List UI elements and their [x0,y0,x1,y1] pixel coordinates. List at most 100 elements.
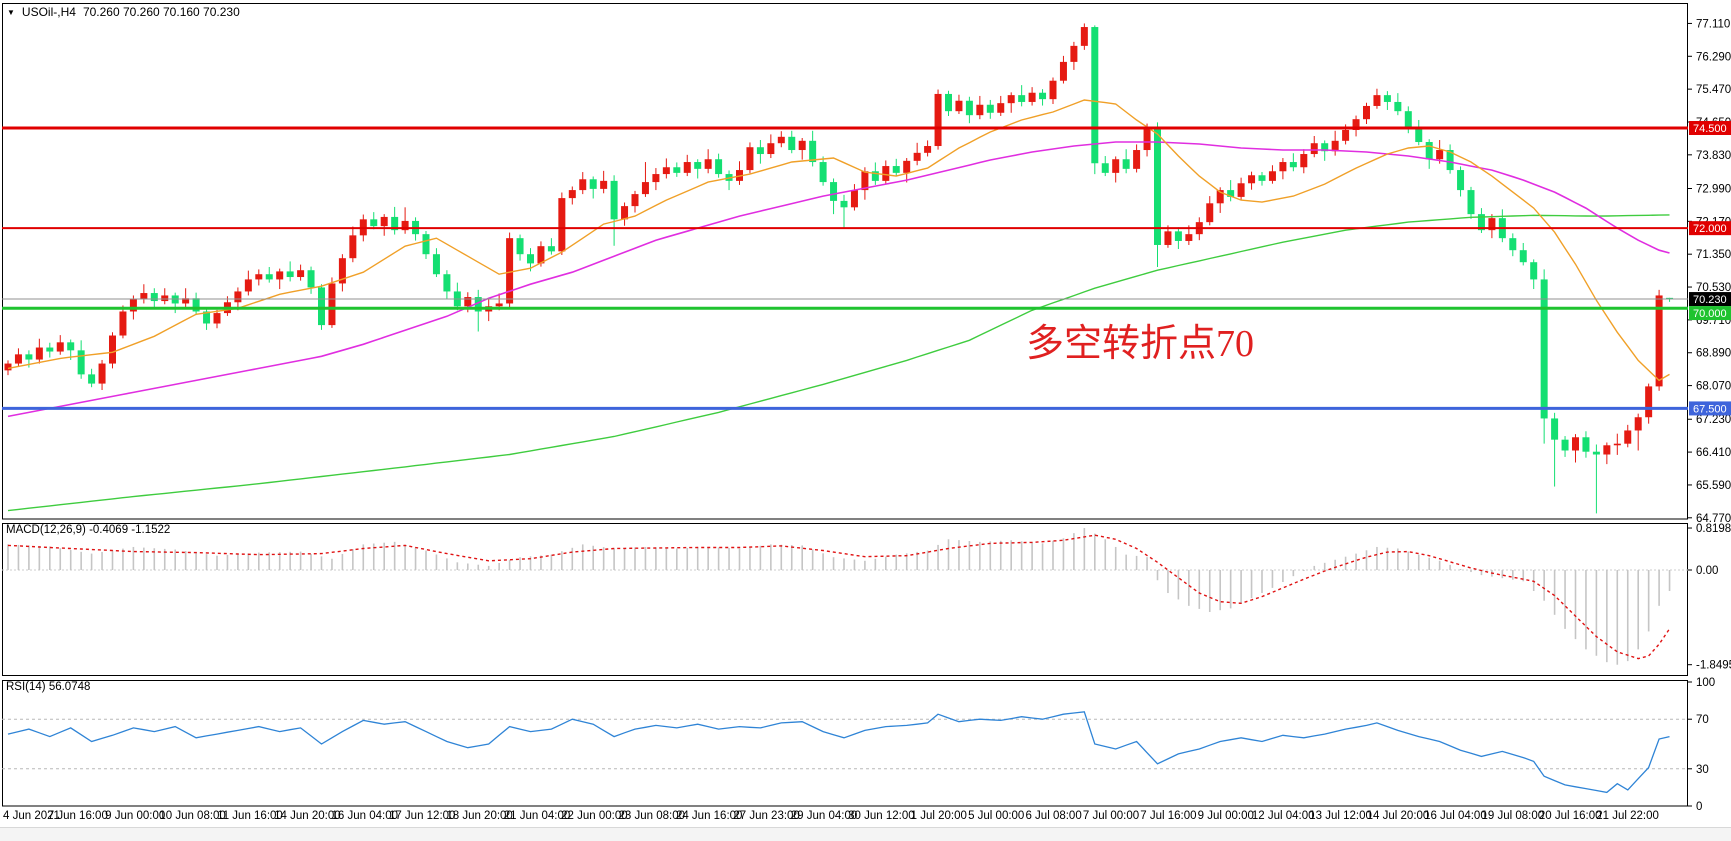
time-axis-label[interactable]: 30 Jun 12:00 [848,810,915,822]
time-axis-label[interactable]: 1 Jul 20:00 [911,810,967,822]
price-axis-label[interactable]: 75.470 [1696,84,1731,96]
candle-bull [621,206,629,220]
time-axis-label[interactable]: 5 Jul 00:00 [968,810,1024,822]
candle-bull [4,363,12,371]
price-axis-label[interactable]: 72.990 [1696,183,1731,195]
price-axis-label[interactable]: 68.070 [1696,381,1731,393]
time-axis-label[interactable]: 14 Jun 20:00 [274,810,341,822]
time-axis-label[interactable]: 20 Jul 16:00 [1539,810,1602,822]
candle-bull [119,311,127,336]
candle-bull [704,159,712,169]
macd-axis-label[interactable]: 0.00 [1696,565,1718,577]
time-axis-label[interactable]: 17 Jun 12:00 [389,810,456,822]
time-axis-label[interactable]: 4 Jun 2021 [3,810,60,822]
rsi-axis-label[interactable]: 70 [1696,714,1709,726]
time-axis-label[interactable]: 9 Jun 00:00 [105,810,165,822]
candle-bull [1248,175,1256,184]
price-tag-label: 70.230 [1693,294,1727,306]
candle-bull [495,303,503,307]
candle-bull [161,295,169,302]
macd-axis-label[interactable]: -1.8495 [1696,660,1731,672]
time-axis-label[interactable]: 11 Jun 16:00 [217,810,283,822]
price-axis-label[interactable]: 64.770 [1696,513,1731,525]
time-axis-label[interactable]: 23 Jun 08:00 [619,810,686,822]
candle-bear [203,311,211,324]
price-tag [1689,292,1731,307]
candle-bear [1446,150,1454,171]
candle-bull [1164,231,1172,245]
time-axis-label[interactable]: 29 Jun 04:00 [791,810,858,822]
candle-bear [422,234,430,255]
candle-bull [976,104,984,116]
price-axis-label[interactable]: 70.530 [1696,282,1731,294]
time-axis-label[interactable]: 10 Jun 08:00 [159,810,226,822]
rsi-axis-label[interactable]: 0 [1696,801,1702,813]
candle-bull [1237,183,1245,197]
ohlc-readout: 70.260 70.260 70.160 70.230 [82,5,240,19]
rsi-line [7,711,1670,794]
price-axis-label[interactable]: 76.290 [1696,51,1731,63]
candle-bull [568,190,576,199]
candle-bear [673,167,681,173]
time-axis-label[interactable]: 19 Jul 08:00 [1481,810,1544,822]
macd-axis-label[interactable]: 0.8198 [1696,523,1731,535]
price-tag-label: 67.500 [1693,403,1727,415]
price-axis-label[interactable]: 73.830 [1696,150,1731,162]
time-axis-label[interactable]: 16 Jul 04:00 [1424,810,1487,822]
candle-bull [631,194,639,207]
time-axis-label[interactable]: 21 Jun 04:00 [504,810,571,822]
candle-bear [370,219,378,227]
rsi-axis-label[interactable]: 100 [1696,677,1715,689]
candle-bull [955,100,963,112]
candle-bull [464,297,472,307]
candle-bear [1227,190,1235,197]
time-axis-label[interactable]: 14 Jul 20:00 [1367,810,1430,822]
price-axis-label[interactable]: 77.110 [1696,18,1730,30]
time-axis-label[interactable]: 24 Jun 16:00 [676,810,743,822]
time-axis-label[interactable]: 7 Jul 00:00 [1083,810,1139,822]
time-axis-label[interactable]: 9 Jul 00:00 [1198,810,1254,822]
time-axis-label[interactable]: 13 Jul 12:00 [1309,810,1372,822]
chart-annotation[interactable]: 多空转折点70 [1026,323,1255,365]
symbol-dropdown-icon[interactable]: ▼ [7,7,15,17]
candle-bear [1018,95,1026,102]
candle-bull [903,160,911,173]
candle-bear [1321,143,1329,152]
price-axis-label[interactable]: 66.410 [1696,447,1731,459]
candle-bear [474,297,482,312]
time-axis-label[interactable]: 27 Jun 23:00 [733,810,800,822]
price-axis-label[interactable]: 68.890 [1696,348,1731,360]
candle-bull [1070,45,1078,62]
candle-bull [1059,61,1067,81]
price-axis-label[interactable]: 71.350 [1696,249,1731,261]
time-axis-label[interactable]: 7 Jun 16:00 [48,810,108,822]
symbol-timeframe-label: USOil-,H4 [21,5,76,19]
price-tag [1689,221,1731,236]
price-axis-label[interactable]: 67.230 [1696,414,1731,426]
price-axis-label[interactable]: 65.590 [1696,480,1731,492]
candle-bear [1530,262,1538,280]
candle-bear [892,166,900,173]
time-axis-label[interactable]: 16 Jun 04:00 [332,810,399,822]
macd-panel-frame [2,523,1688,676]
candle-bull [1342,129,1350,141]
rsi-axis-label[interactable]: 30 [1696,764,1709,776]
candle-bull [234,291,242,303]
time-axis-label[interactable]: 12 Jul 04:00 [1252,810,1315,822]
candle-bull [140,293,148,300]
candle-bull [35,347,43,360]
macd-signal-line [7,534,1671,660]
time-axis-label[interactable]: 6 Jul 08:00 [1025,810,1081,822]
time-axis-label[interactable]: 7 Jul 16:00 [1140,810,1196,822]
candle-bull [662,167,670,175]
time-axis-label[interactable]: 18 Jun 20:00 [446,810,513,822]
time-axis-label[interactable]: 22 Jun 00:00 [561,810,628,822]
candle-bear [307,270,315,288]
candle-bull [1436,150,1444,160]
chart-title-bar: ▼ USOil-,H4 70.260 70.260 70.160 70.230 [7,5,240,19]
candle-bear [840,200,848,208]
time-axis-label[interactable]: 21 Jul 22:00 [1596,810,1659,822]
candle-bull [558,198,566,252]
